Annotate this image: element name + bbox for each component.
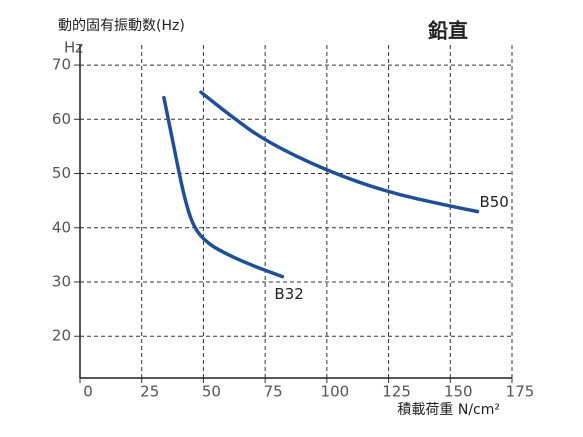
x-axis-label: 積載荷重 N/cm²: [397, 402, 500, 418]
series-line: [199, 90, 480, 214]
y-unit: Hz: [64, 39, 83, 57]
x-tick-label: 25: [140, 383, 159, 401]
y-tick-label: 40: [52, 218, 71, 236]
x-tick-label: 75: [264, 383, 283, 401]
x-tick-label: 100: [321, 383, 350, 401]
chart-title: 動的固有振動数(Hz): [58, 18, 185, 34]
x-tick-label: 175: [506, 383, 535, 401]
x-tick-label: 0: [83, 383, 93, 401]
y-tick-label: 60: [52, 110, 71, 128]
y-tick-label: 30: [52, 273, 71, 291]
y-tick-label: 20: [52, 327, 71, 345]
x-tick-label: 50: [202, 383, 221, 401]
series-label: B32: [274, 285, 303, 303]
x-tick-label: 125: [382, 383, 411, 401]
series-line: [162, 95, 285, 279]
series-label: B50: [479, 193, 508, 211]
y-tick-label: 70: [52, 56, 71, 74]
x-tick-label: 150: [444, 383, 473, 401]
y-tick-label: 50: [52, 164, 71, 182]
chart-subtitle: 鉛直: [428, 19, 468, 43]
